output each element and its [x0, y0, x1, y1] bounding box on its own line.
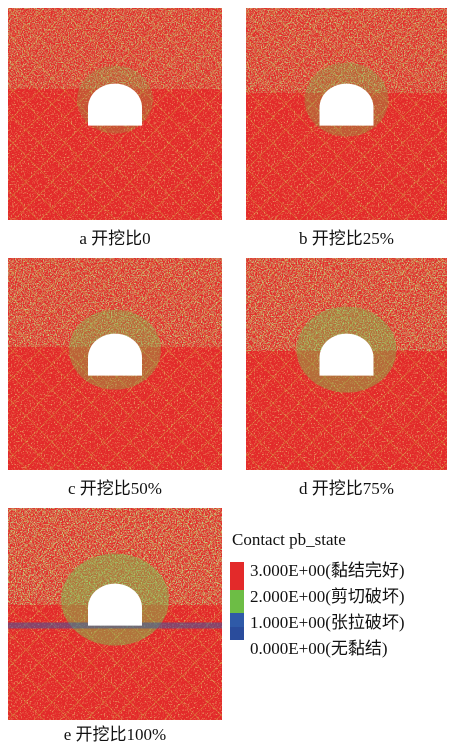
legend-title: Contact pb_state [232, 530, 346, 549]
panel-body [8, 8, 222, 220]
tunnel [88, 583, 142, 626]
panel-body [246, 258, 447, 470]
panel-caption: b 开挖比25% [299, 229, 394, 248]
panel-body [8, 258, 222, 470]
panel-body [246, 8, 447, 220]
panel-caption: e 开挖比100% [64, 725, 166, 744]
tunnel [319, 83, 374, 126]
panels: a 开挖比0 b 开挖比25% c 开挖比50% d 开挖比75% e 开挖比100% [8, 8, 447, 744]
legend-swatch [230, 590, 244, 613]
panel: c 开挖比50% [8, 258, 222, 498]
legend-swatch [230, 562, 244, 590]
legend-swatch [230, 613, 244, 627]
panel-caption: c 开挖比50% [68, 479, 162, 498]
tunnel [88, 83, 142, 126]
panel-body [8, 508, 222, 720]
tunnel [88, 333, 142, 376]
legend-label: 0.000E+00(无黏结) [250, 639, 388, 658]
legend-label: 2.000E+00(剪切破坏) [250, 587, 405, 606]
legend: Contact pb_state 3.000E+00(黏结完好) 2.000E+0… [230, 530, 405, 658]
panel: d 开挖比75% [246, 258, 447, 498]
panel-caption: d 开挖比75% [299, 479, 394, 498]
panel: a 开挖比0 [8, 8, 222, 248]
panel: b 开挖比25% [246, 8, 447, 248]
legend-label: 3.000E+00(黏结完好) [250, 561, 405, 580]
tunnel [319, 333, 374, 376]
panel: e 开挖比100% [8, 508, 222, 744]
legend-swatch [230, 627, 244, 640]
panel-caption: a 开挖比0 [79, 229, 150, 248]
legend-label: 1.000E+00(张拉破坏) [250, 613, 405, 632]
